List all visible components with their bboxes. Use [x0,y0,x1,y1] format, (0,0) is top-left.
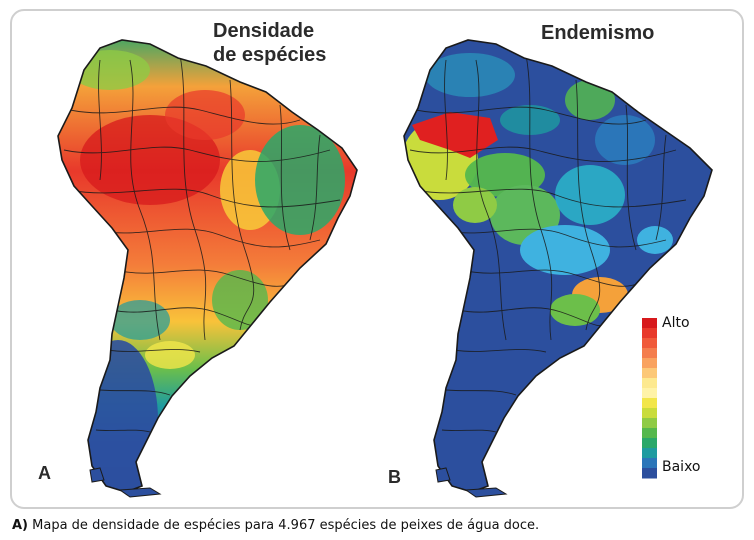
caption-label: A) [12,518,29,533]
panel-a-title: Densidade de espécies [213,19,326,67]
panel-a-title-line1: Densidade [213,20,315,42]
panel-b-title-line1: Endemismo [541,22,655,44]
legend-swatch [642,328,657,339]
panel-b-title: Endemismo [541,21,654,45]
legend-swatch [642,368,657,379]
legend-swatch [642,438,657,449]
caption-text: Mapa de densidade de espécies para 4.967… [28,518,540,533]
legend-color-scale [642,318,657,479]
legend-swatch [642,408,657,419]
legend-swatch [642,358,657,369]
legend-swatch [642,458,657,469]
panel-a-letter: A [38,463,51,483]
panel-b-letter: B [388,467,401,487]
legend-swatch [642,378,657,389]
legend-swatch [642,468,657,479]
legend-swatch [642,318,657,329]
legend-swatch [642,428,657,439]
legend-swatch [642,448,657,459]
map-species-density [57,39,358,498]
legend-swatch [642,418,657,429]
legend-swatch [642,388,657,399]
legend-swatch [642,338,657,349]
legend-swatch [642,398,657,409]
panel-a-title-line2: de espécies [213,44,327,66]
legend-high-label: Alto [662,315,690,331]
legend-swatch [642,348,657,359]
figure-caption: A) Mapa de densidade de espécies para 4.… [12,518,539,533]
legend-low-label: Baixo [662,459,701,475]
map-endemism [403,39,713,498]
